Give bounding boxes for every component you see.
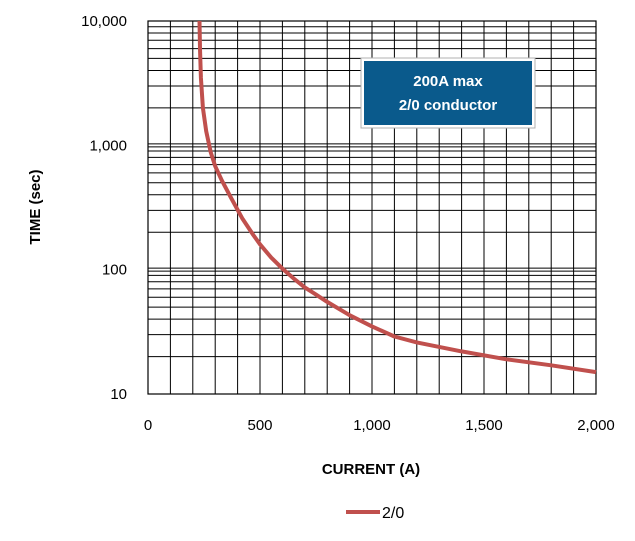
legend-label-2-0: 2/0 <box>382 505 404 522</box>
annotation-line-1: 200A max <box>413 73 483 90</box>
annotation-line-2: 2/0 conductor <box>399 97 498 114</box>
series-group <box>197 20 597 375</box>
x-axis-title: CURRENT (A) <box>322 461 420 478</box>
x-tick-label: 500 <box>247 417 272 434</box>
x-tick-label: 1,000 <box>353 417 391 434</box>
y-axis-tick-labels: 10 100 1,000 10,000 <box>81 13 127 403</box>
legend: 2/0 <box>346 505 404 522</box>
y-tick-label: 10 <box>110 386 127 403</box>
series-line-2-0 <box>197 20 597 375</box>
annotation-box-fill <box>364 61 532 125</box>
x-tick-label: 0 <box>144 417 152 434</box>
y-tick-label: 1,000 <box>89 137 127 154</box>
x-tick-label: 2,000 <box>577 417 615 434</box>
y-tick-label: 100 <box>102 262 127 279</box>
y-tick-label: 10,000 <box>81 13 127 30</box>
x-tick-label: 1,500 <box>465 417 503 434</box>
x-axis-tick-labels: 0 500 1,000 1,500 2,000 <box>144 417 615 434</box>
plot-area-frame <box>147 20 597 395</box>
y-axis-title: TIME (sec) <box>27 169 44 244</box>
annotation-box: 200A max 2/0 conductor <box>360 57 536 129</box>
